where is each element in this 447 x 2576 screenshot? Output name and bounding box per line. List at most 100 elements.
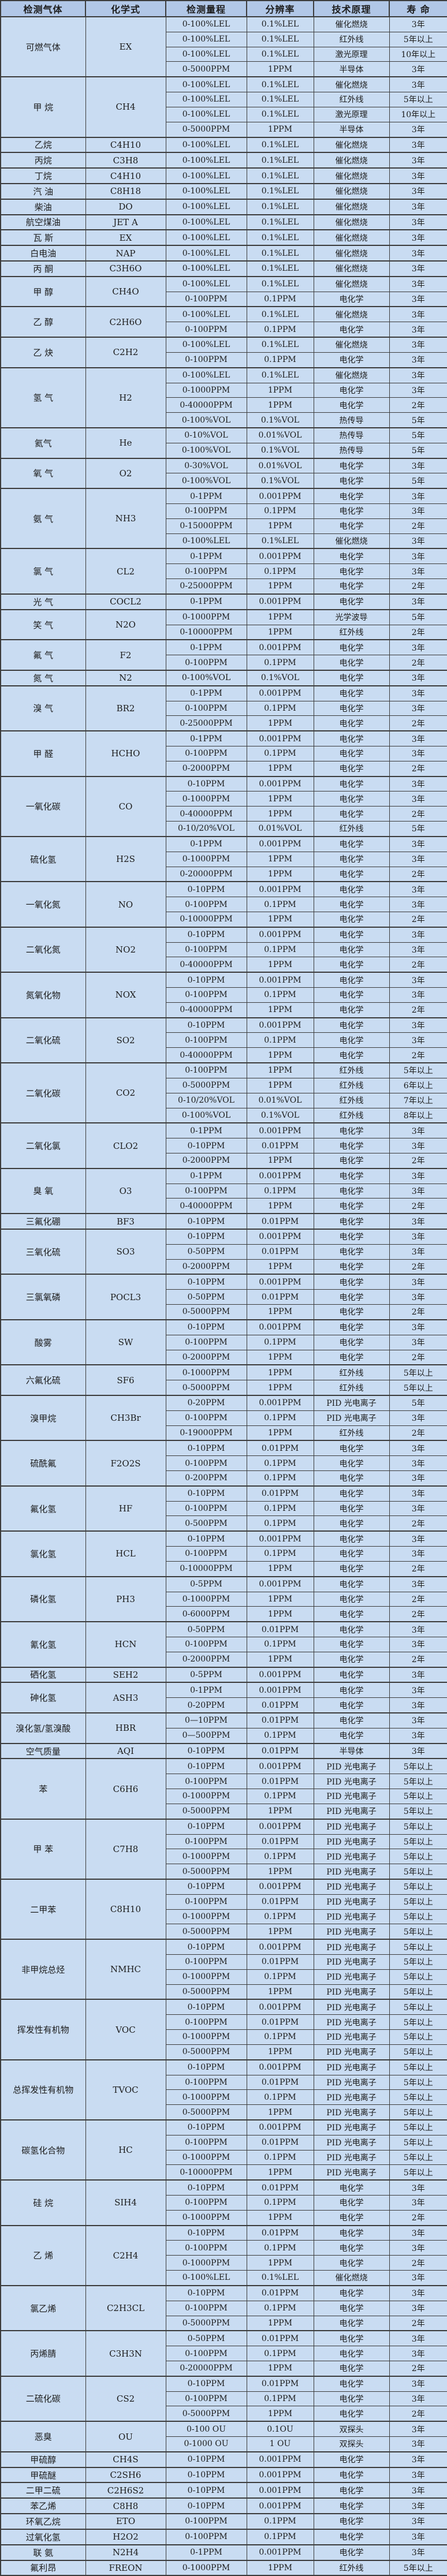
resolution-cell: 0.1%LEL	[246, 367, 314, 383]
principle-cell: 电化学	[313, 715, 390, 731]
principle-cell: 红外线	[313, 92, 390, 107]
formula-cell: HC	[85, 2119, 166, 2181]
principle-cell: 电化学	[313, 322, 390, 338]
resolution-cell: 0.1PPM	[246, 503, 314, 519]
resolution-cell: 0.001PPM	[246, 2451, 314, 2468]
table-row: 氯 气 CL2 0-1PPM 0.001PPM 电化学 3年	[0, 548, 447, 595]
table-row: 空气质量 AQI 0-10PPM 0.01PPM 半导体 3年	[0, 1742, 447, 1759]
range-cell: 0-100PPM	[165, 503, 247, 519]
header-formula: 化学式	[85, 0, 166, 17]
lifetime-cell: 5年	[389, 1394, 447, 1411]
formula-cell: CL2	[85, 548, 166, 595]
principle-cell: 电化学	[313, 488, 390, 505]
resolution-cell: 0.1%LEL	[246, 76, 314, 93]
table-row: 苯乙烯 C8H8 0-10PPM 0.001PPM 电化学 3年	[0, 2497, 447, 2514]
resolution-cell: 0.1PPM	[246, 1789, 314, 1804]
lifetime-cell: 3年	[389, 2482, 447, 2499]
principle-cell: 电化学	[313, 806, 390, 822]
range-cell: 0-100%LEL	[165, 245, 247, 262]
formula-cell: SIH4	[85, 2179, 166, 2226]
lifetime-cell: 2年	[389, 1259, 447, 1275]
lifetime-cell: 5年以上	[389, 1774, 447, 1790]
principle-cell: 催化燃烧	[313, 275, 390, 292]
resolution-cell: 0.001PPM	[246, 548, 314, 565]
principle-cell: 电化学	[313, 1152, 390, 1169]
table-row: 0-1000PPM 1PPM 电化学 3年	[1, 851, 447, 867]
principle-cell: 红外线	[313, 821, 390, 837]
lifetime-cell: 3年	[389, 1546, 447, 1562]
range-cell: 0—10PPM	[165, 1712, 247, 1728]
range-cell: 0-5000PPM	[165, 1984, 247, 2000]
lifetime-cell: 3年	[389, 593, 447, 610]
lifetime-cell: 5年以上	[389, 2119, 447, 2136]
table-row: 汽 油 C8H18 0-100%LEL 0.1%LEL 催化燃烧 3年	[0, 182, 447, 200]
lifetime-cell: 2年	[389, 518, 447, 534]
resolution-cell: 0.1PPM	[246, 2089, 314, 2105]
principle-cell: 光学波导	[313, 608, 390, 625]
formula-cell: CH4O	[85, 275, 166, 307]
range-cell: 0-100%VOL	[165, 412, 247, 428]
lifetime-cell: 5年以上	[389, 1849, 447, 1865]
gas-name-cell: 苯	[0, 1758, 86, 1820]
lifetime-cell: 3年	[389, 1032, 447, 1048]
principle-cell: 电化学	[313, 1727, 390, 1744]
formula-cell: SEH2	[85, 1666, 166, 1683]
principle-cell: 红外线	[313, 1380, 390, 1396]
gas-name-cell: 可燃气体	[0, 16, 86, 77]
resolution-cell: 1PPM	[246, 2406, 314, 2422]
resolution-cell: 0.1PPM	[246, 942, 314, 958]
resolution-cell: 0.1%LEL	[246, 275, 314, 292]
gas-name-cell: 联 氨	[0, 2544, 86, 2560]
resolution-cell: 0.1%LEL	[246, 214, 314, 230]
formula-cell: SF6	[85, 1364, 166, 1396]
formula-cell: DO	[85, 198, 166, 215]
table-row: 二硫化碳 CS2 0-10PPM 0.01PPM 电化学 3年	[0, 2375, 447, 2422]
resolution-cell: 1 OU	[246, 2436, 314, 2452]
principle-cell: 电化学	[313, 1319, 390, 1335]
range-cell: 0-100PPM	[165, 2513, 247, 2530]
resolution-cell: 0.1PPM	[246, 2029, 314, 2045]
lifetime-cell: 3年	[389, 16, 447, 32]
resolution-cell: 0.1PPM	[246, 1515, 314, 1532]
lifetime-cell: 3年	[389, 2513, 447, 2530]
principle-cell: 电化学	[313, 2360, 390, 2377]
principle-cell: 催化燃烧	[313, 245, 390, 262]
principle-cell: 催化燃烧	[313, 260, 390, 277]
range-cell: 0-100PPM	[165, 1032, 247, 1048]
lifetime-cell: 2年	[389, 624, 447, 640]
principle-cell: 电化学	[313, 1530, 390, 1547]
range-cell: 0-10PPM	[165, 1017, 247, 1033]
resolution-cell: 0.1%LEL	[246, 31, 314, 47]
range-cell: 0-5000PPM	[165, 1864, 247, 1880]
gas-name-cell: 瓦 斯	[0, 229, 86, 246]
formula-cell: N2O	[85, 608, 166, 640]
principle-cell: 电化学	[313, 1244, 390, 1260]
table-row: 0-5000PPM 1PPM 电化学 2年	[1, 1304, 447, 1320]
range-cell: 0-10PPM	[165, 972, 247, 988]
table-row: 丙 酮 C3H6O 0-100%LEL 0.1%LEL 催化燃烧 3年	[0, 260, 447, 277]
table-row: 0-100PPM 0.1PPM 电化学 3年	[1, 746, 447, 761]
resolution-cell: 0.01PPM	[246, 2014, 314, 2030]
formula-cell: TVOC	[85, 2059, 166, 2120]
lifetime-cell: 3年	[389, 382, 447, 398]
resolution-cell: 0.001PPM	[246, 2119, 314, 2136]
principle-cell: 催化燃烧	[313, 16, 390, 32]
range-cell: 0-10PPM	[165, 2059, 247, 2075]
range-cell: 0-1PPM	[165, 1122, 247, 1139]
lifetime-cell: 2年	[389, 2255, 447, 2271]
principle-cell: 红外线	[313, 1107, 390, 1123]
range-cell: 0-10/20%VOL	[165, 1092, 247, 1108]
range-cell: 0-100%LEL	[165, 214, 247, 230]
table-row: 0-100%LEL 0.1%LEL 催化燃烧 3年	[1, 533, 447, 549]
lifetime-cell: 3年	[389, 167, 447, 184]
range-cell: 0-10PPM	[165, 1742, 247, 1759]
formula-cell: C8H8	[85, 2497, 166, 2514]
principle-cell: 电化学	[313, 1712, 390, 1728]
table-row: 0-2000PPM 1PPM 电化学 2年	[1, 760, 447, 777]
range-cell: 0-5000PPM	[165, 1924, 247, 1940]
range-cell: 0-10PPM	[165, 1138, 247, 1153]
table-row: 0-100PPM 0.1PPM 电化学 3年	[1, 2240, 447, 2256]
principle-cell: 电化学	[313, 942, 390, 958]
gas-name-cell: 乙烷	[0, 136, 86, 153]
principle-cell: 电化学	[313, 1546, 390, 1562]
